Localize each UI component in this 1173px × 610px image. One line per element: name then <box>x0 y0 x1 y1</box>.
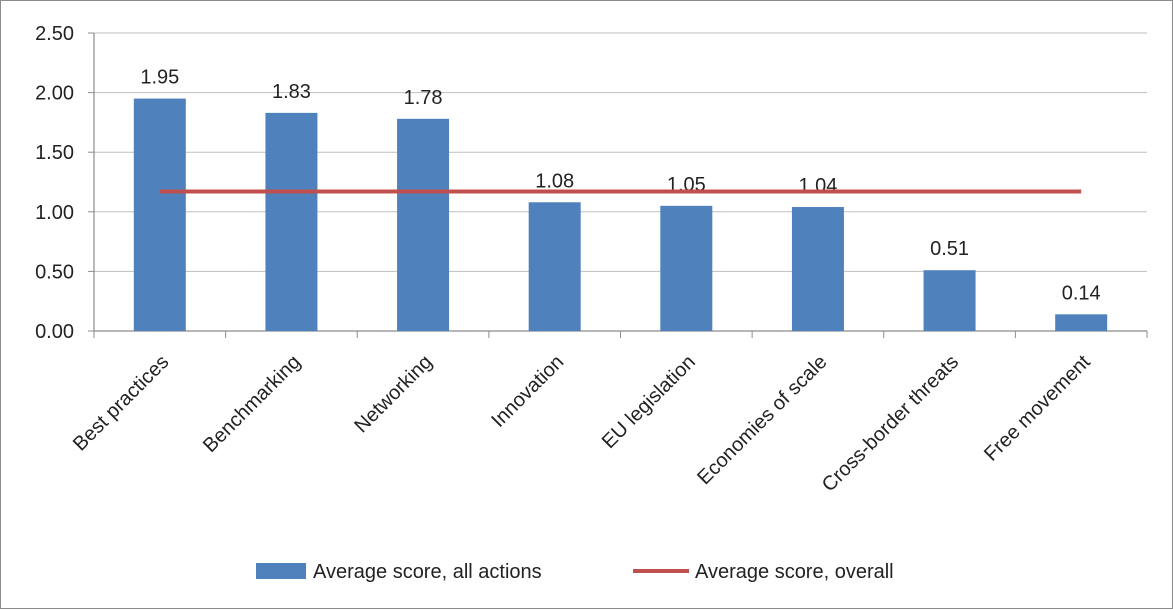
data-label-4: 1.08 <box>535 170 574 192</box>
x-category-label: Free movement <box>980 351 1095 466</box>
bar-5 <box>660 205 713 331</box>
x-category-label: Networking <box>350 351 436 437</box>
y-tick-label: 1.00 <box>35 202 74 224</box>
bar-4 <box>528 202 581 331</box>
x-category-label: Innovation <box>487 351 568 432</box>
x-category-label: Economies of scale <box>693 351 831 489</box>
x-category-label: Best practices <box>69 351 173 455</box>
y-tick-label: 2.50 <box>35 23 74 45</box>
bar-8 <box>1055 314 1108 331</box>
bar-1 <box>133 98 186 331</box>
data-label-1: 1.95 <box>140 67 179 89</box>
data-label-3: 1.78 <box>404 87 443 109</box>
data-label-6: 1.04 <box>798 175 837 197</box>
bar-6 <box>791 207 844 331</box>
data-label-7: 0.51 <box>930 238 969 260</box>
y-tick-label: 0.00 <box>35 321 74 343</box>
legend-line-label: Average score, overall <box>695 561 894 583</box>
bar-7 <box>923 270 976 331</box>
legend-bar-label: Average score, all actions <box>313 561 542 583</box>
data-label-2: 1.83 <box>272 81 311 103</box>
y-tick-label: 0.50 <box>35 261 74 283</box>
legend-bar-swatch <box>256 563 306 579</box>
y-tick-label: 1.50 <box>35 142 74 164</box>
bar-2 <box>265 112 318 331</box>
bar-3 <box>397 118 450 331</box>
x-category-label: Benchmarking <box>199 351 305 457</box>
x-category-label: EU legislation <box>598 351 700 453</box>
data-label-8: 0.14 <box>1062 282 1101 304</box>
x-category-label: Cross-border threats <box>818 351 963 496</box>
y-tick-label: 2.00 <box>35 83 74 105</box>
